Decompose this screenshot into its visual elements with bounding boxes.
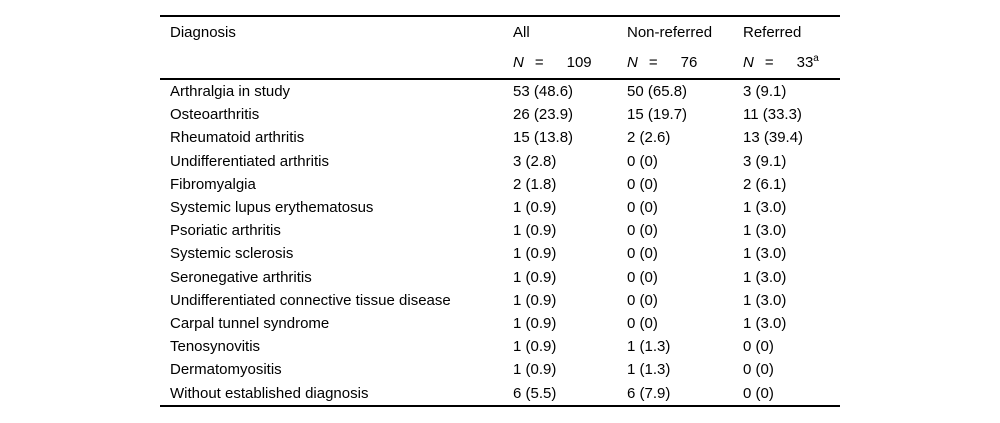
- all-cell: 1 (0.9): [513, 291, 557, 309]
- table-body: Arthralgia in study 53 (48.6) 50 (65.8) 3 (…: [160, 80, 840, 405]
- all-cell: 15 (13.8): [513, 129, 574, 147]
- referred-cell: 1 (3.0): [743, 222, 787, 240]
- table-row: Carpal tunnel syndrome 1 (0.9) 0 (0) 1 (3.0…: [160, 312, 840, 335]
- referred-cell: 0 (0): [743, 338, 774, 356]
- all-cell: 1 (0.9): [513, 314, 557, 332]
- non-referred-cell: 0 (0): [627, 268, 658, 286]
- table-row: Undifferentiated connective tissue disea…: [160, 289, 840, 312]
- col-header-diagnosis: Diagnosis: [170, 23, 236, 41]
- col-header-non-referred: Non-referred: [627, 23, 713, 41]
- n-symbol: N: [627, 54, 638, 71]
- non-referred-cell: 0 (0): [627, 175, 658, 193]
- col-header-referred: Referred: [743, 23, 802, 41]
- n-symbol: N: [513, 54, 524, 71]
- table-row: Psoriatic arthritis 1 (0.9) 0 (0) 1 (3.0): [160, 219, 840, 242]
- n-count-referred: N = 33a: [743, 53, 840, 71]
- diagnosis-cell: Without established diagnosis: [170, 384, 369, 402]
- table-row: Osteoarthritis 26 (23.9) 15 (19.7) 11 (33.3…: [160, 103, 840, 126]
- non-referred-cell: 1 (1.3): [627, 338, 671, 356]
- referred-cell: 1 (3.0): [743, 291, 787, 309]
- n-count-non-referred: N = 76: [627, 55, 743, 70]
- referred-cell: 1 (3.0): [743, 245, 787, 263]
- all-cell: 2 (1.8): [513, 175, 557, 193]
- table-row: Dermatomyositis 1 (0.9) 1 (1.3) 0 (0): [160, 358, 840, 381]
- all-cell: 3 (2.8): [513, 152, 557, 170]
- table-row: Seronegative arthritis 1 (0.9) 0 (0) 1 (3.0…: [160, 266, 840, 289]
- non-referred-cell: 2 (2.6): [627, 129, 671, 147]
- referred-cell: 11 (33.3): [743, 106, 802, 124]
- footnote-marker-a: a: [813, 53, 819, 64]
- diagnosis-cell: Undifferentiated arthritis: [170, 152, 329, 170]
- referred-cell: 1 (3.0): [743, 268, 787, 286]
- diagnosis-cell: Psoriatic arthritis: [170, 222, 281, 240]
- diagnosis-cell: Tenosynovitis: [170, 338, 261, 356]
- table-bottom-rule: [160, 404, 840, 407]
- all-cell: 26 (23.9): [513, 106, 574, 124]
- diagnosis-cell: Systemic sclerosis: [170, 245, 294, 263]
- referred-cell: 3 (9.1): [743, 152, 787, 170]
- all-cell: 1 (0.9): [513, 222, 557, 240]
- diagnosis-cell: Seronegative arthritis: [170, 268, 312, 286]
- equals-sign: =: [534, 54, 544, 71]
- diagnosis-cell: Arthralgia in study: [170, 83, 291, 101]
- table-top-rule: [160, 15, 840, 17]
- diagnosis-cell: Systemic lupus erythematosus: [170, 199, 374, 217]
- table-row: Undifferentiated arthritis 3 (2.8) 0 (0) 3 …: [160, 150, 840, 173]
- n-value: 76: [680, 54, 698, 71]
- col-header-all: All: [513, 23, 530, 41]
- table-row: Rheumatoid arthritis 15 (13.8) 2 (2.6) 13 (…: [160, 126, 840, 149]
- all-cell: 6 (5.5): [513, 384, 557, 402]
- referred-cell: 2 (6.1): [743, 175, 787, 193]
- table-row: Systemic lupus erythematosus 1 (0.9) 0 (0)…: [160, 196, 840, 219]
- diagnosis-cell: Dermatomyositis: [170, 361, 282, 379]
- non-referred-cell: 1 (1.3): [627, 361, 671, 379]
- all-cell: 1 (0.9): [513, 268, 557, 286]
- all-cell: 1 (0.9): [513, 199, 557, 217]
- equals-sign: =: [648, 54, 658, 71]
- diagnosis-table: Diagnosis All Non-referred Referred N = …: [160, 15, 840, 407]
- non-referred-cell: 0 (0): [627, 199, 658, 217]
- non-referred-cell: 15 (19.7): [627, 106, 688, 124]
- table-row: Arthralgia in study 53 (48.6) 50 (65.8) 3 (…: [160, 80, 840, 103]
- table-row: Fibromyalgia 2 (1.8) 0 (0) 2 (6.1): [160, 173, 840, 196]
- diagnosis-cell: Osteoarthritis: [170, 106, 260, 124]
- diagnosis-cell: Carpal tunnel syndrome: [170, 314, 330, 332]
- n-value: 33a: [796, 53, 819, 71]
- referred-cell: 1 (3.0): [743, 199, 787, 217]
- diagnosis-cell: Rheumatoid arthritis: [170, 129, 305, 147]
- diagnosis-cell: Undifferentiated connective tissue disea…: [170, 291, 451, 309]
- referred-cell: 0 (0): [743, 384, 774, 402]
- referred-cell: 0 (0): [743, 361, 774, 379]
- table-row: Systemic sclerosis 1 (0.9) 0 (0) 1 (3.0): [160, 242, 840, 265]
- non-referred-cell: 50 (65.8): [627, 83, 688, 101]
- equals-sign: =: [764, 54, 774, 71]
- non-referred-cell: 0 (0): [627, 291, 658, 309]
- all-cell: 1 (0.9): [513, 338, 557, 356]
- table-row: Tenosynovitis 1 (0.9) 1 (1.3) 0 (0): [160, 335, 840, 358]
- all-cell: 1 (0.9): [513, 245, 557, 263]
- diagnosis-cell: Fibromyalgia: [170, 175, 256, 193]
- n-symbol: N: [743, 54, 754, 71]
- n-count-all: N = 109: [513, 55, 627, 70]
- non-referred-cell: 0 (0): [627, 314, 658, 332]
- referred-cell: 1 (3.0): [743, 314, 787, 332]
- non-referred-cell: 0 (0): [627, 222, 658, 240]
- non-referred-cell: 6 (7.9): [627, 384, 671, 402]
- non-referred-cell: 0 (0): [627, 245, 658, 263]
- referred-cell: 3 (9.1): [743, 83, 787, 101]
- table-header: Diagnosis All Non-referred Referred N = …: [160, 17, 840, 78]
- table-row: Without established diagnosis 6 (5.5) 6 (7…: [160, 381, 840, 404]
- table-header-rule: [160, 78, 840, 80]
- referred-cell: 13 (39.4): [743, 129, 804, 147]
- n-value: 109: [566, 54, 592, 71]
- n-number: 33: [796, 54, 814, 71]
- all-cell: 53 (48.6): [513, 83, 574, 101]
- all-cell: 1 (0.9): [513, 361, 557, 379]
- non-referred-cell: 0 (0): [627, 152, 658, 170]
